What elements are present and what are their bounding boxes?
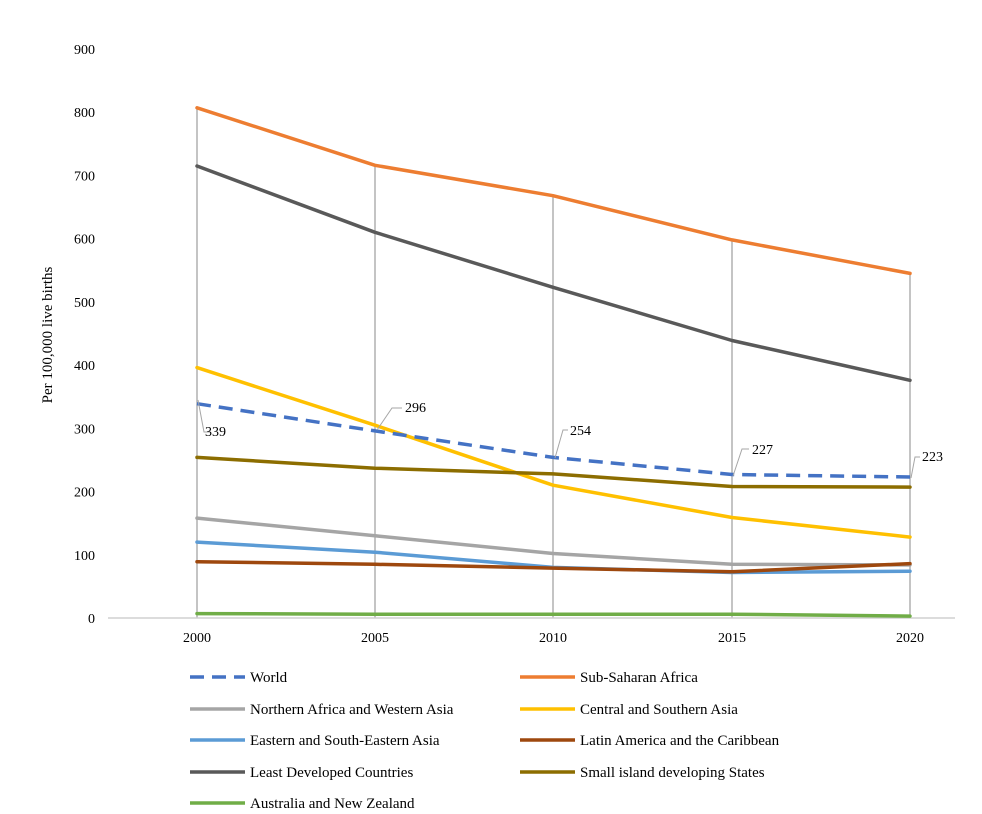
y-tick-label: 400 (74, 359, 95, 374)
series-layer (195, 106, 912, 618)
y-tick-label: 700 (74, 169, 95, 184)
data-label: 254 (570, 424, 591, 439)
series-line-world (196, 401, 911, 479)
data-label: 223 (922, 450, 943, 465)
legend-label: Northern Africa and Western Asia (250, 702, 454, 718)
legend-label: Australia and New Zealand (250, 796, 415, 812)
data-label: 296 (405, 401, 426, 416)
data-label-leader (910, 456, 920, 479)
data-label-leader (732, 448, 749, 477)
x-tick-label: 2005 (361, 631, 389, 646)
data-label: 227 (752, 443, 773, 458)
series-line-least-developed-countries (195, 164, 912, 383)
y-tick-label: 500 (74, 296, 95, 311)
x-axis: 2000 2005 2010 2015 2020 (108, 617, 955, 646)
data-label-leader (554, 429, 568, 459)
data-label-leader (197, 399, 210, 433)
series-line-central-and-southern-asia (195, 365, 912, 539)
data-label-leader (376, 407, 402, 431)
series-line-sub-saharan-africa (195, 106, 912, 276)
y-tick-label: 900 (74, 43, 95, 58)
legend-label: Latin America and the Caribbean (580, 733, 780, 749)
series-line-small-island-developing-states (195, 455, 912, 489)
legend-label: Sub-Saharan Africa (580, 670, 698, 686)
y-axis: 0 100 200 300 400 500 600 700 800 900 (74, 43, 95, 627)
y-tick-label: 0 (88, 612, 95, 627)
data-label: 339 (205, 425, 226, 440)
legend-label: Small island developing States (580, 765, 765, 781)
y-axis-title: Per 100,000 live births (40, 267, 56, 404)
data-labels: 339 296 254 227 223 (197, 399, 943, 479)
y-tick-label: 800 (74, 106, 95, 121)
x-tick-label: 2000 (183, 631, 211, 646)
y-axis-title-group: Per 100,000 live births (40, 267, 56, 404)
legend-label: World (250, 670, 288, 686)
y-tick-label: 200 (74, 486, 95, 501)
legend-label: Least Developed Countries (250, 765, 413, 781)
legend-label: Eastern and South-Eastern Asia (250, 733, 440, 749)
x-tick-label: 2015 (718, 631, 746, 646)
x-tick-label: 2010 (539, 631, 567, 646)
y-tick-label: 600 (74, 233, 95, 248)
y-tick-label: 100 (74, 549, 95, 564)
gridlines (196, 107, 911, 618)
x-tick-label: 2020 (896, 631, 924, 646)
legend-label: Central and Southern Asia (580, 702, 738, 718)
series-line-australia-and-new-zealand (195, 611, 912, 618)
series-line-latin-america-and-the-caribbean (195, 559, 912, 574)
series-line-northern-africa-and-western-asia (195, 516, 912, 567)
y-tick-label: 300 (74, 422, 95, 437)
legend: World Sub-Saharan Africa Northern Africa a… (190, 670, 780, 812)
